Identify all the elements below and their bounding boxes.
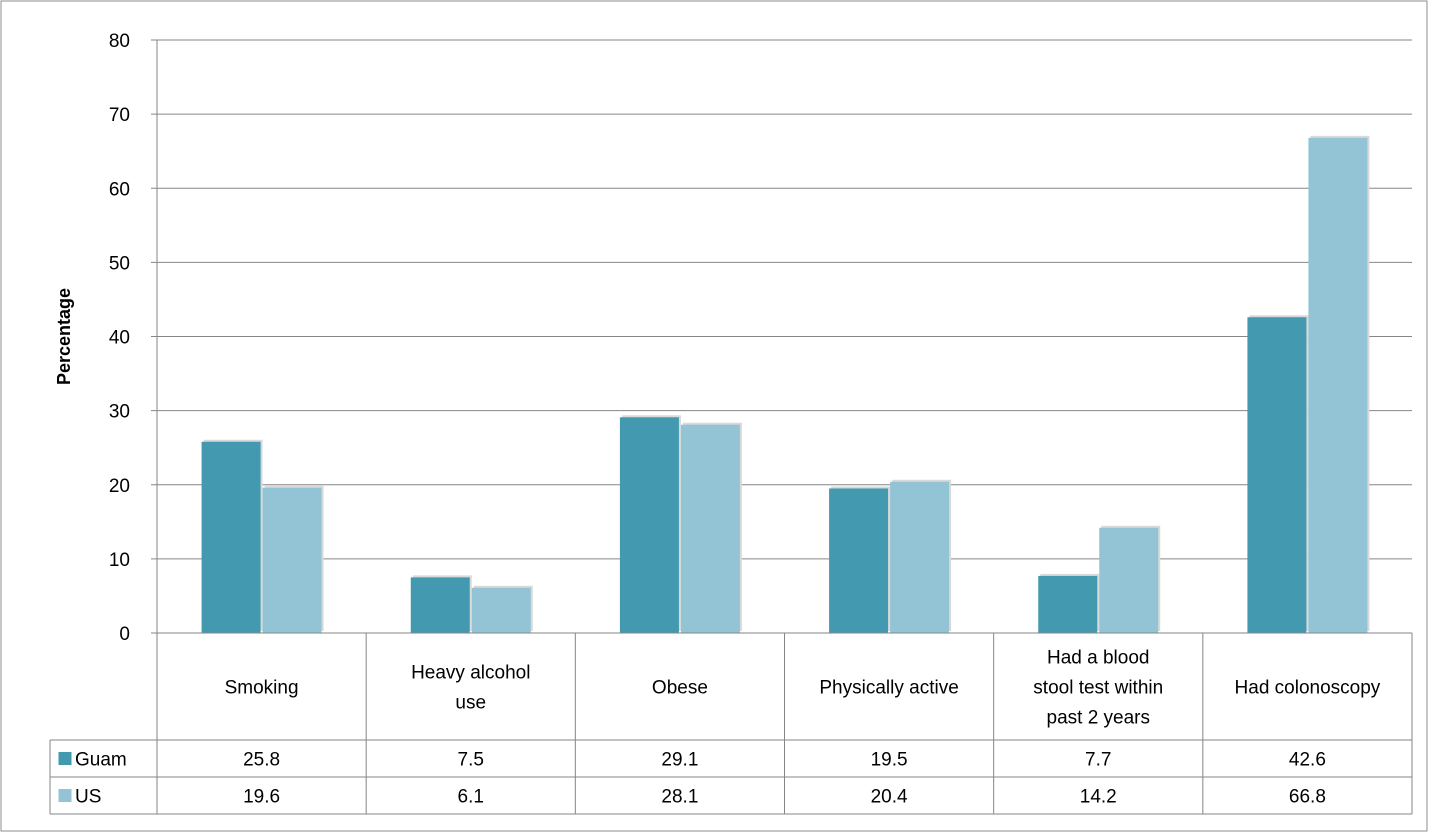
table-value: 25.8 (243, 750, 280, 771)
y-tick-label: 60 (109, 179, 130, 200)
bar (410, 577, 470, 633)
y-tick-label: 0 (119, 624, 130, 645)
table-value: 28.1 (661, 787, 698, 808)
category-label: Physically active (819, 678, 958, 699)
y-tick-label: 30 (109, 402, 130, 423)
table-value: 19.6 (243, 787, 280, 808)
bar (680, 424, 740, 633)
table-value: 20.4 (871, 787, 908, 808)
bar (619, 417, 679, 633)
bar (890, 481, 950, 633)
category-label: Had a blood (1047, 648, 1149, 669)
y-tick-label: 20 (109, 476, 130, 497)
legend-key (57, 788, 73, 803)
y-tick-label: 50 (109, 253, 130, 274)
y-tick-label: 70 (109, 105, 130, 126)
y-axis-title: Percentage (54, 288, 74, 385)
table-value: 19.5 (871, 750, 908, 771)
category-label: Smoking (225, 678, 299, 699)
table-value: 29.1 (661, 750, 698, 771)
y-tick-label: 10 (109, 550, 130, 571)
y-tick-label: 40 (109, 328, 130, 349)
bar (829, 488, 889, 633)
y-tick-label: 80 (109, 31, 130, 52)
legend-label: Guam (75, 750, 127, 771)
bar (201, 441, 261, 633)
category-label: stool test within (1033, 678, 1163, 699)
category-label: Had colonoscopy (1235, 678, 1381, 699)
table-value: 7.7 (1085, 750, 1111, 771)
table-value: 42.6 (1289, 750, 1326, 771)
table-value: 14.2 (1080, 787, 1117, 808)
bar (471, 587, 531, 633)
category-label: Obese (652, 678, 708, 699)
bar (1247, 317, 1307, 633)
table-value: 66.8 (1289, 787, 1326, 808)
category-label: past 2 years (1047, 708, 1151, 729)
legend-key (57, 751, 73, 766)
bar (1038, 575, 1098, 633)
bar (1099, 527, 1159, 633)
table-value: 7.5 (458, 750, 484, 771)
bar (1308, 137, 1368, 633)
table-value: 6.1 (458, 787, 484, 808)
bar (262, 487, 322, 633)
category-label: use (455, 693, 486, 714)
category-label: Heavy alcohol (411, 663, 530, 684)
legend-label: US (75, 787, 101, 808)
